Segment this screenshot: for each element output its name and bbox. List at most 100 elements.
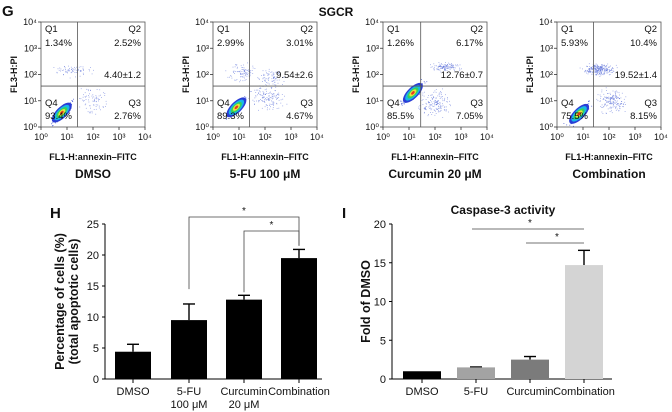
event-dot <box>603 106 604 107</box>
event-dot <box>591 69 593 70</box>
event-dot <box>278 79 280 81</box>
event-dot <box>65 70 67 72</box>
event-dot <box>274 84 276 86</box>
event-dot <box>451 65 453 66</box>
event-dot <box>615 94 616 96</box>
event-dot <box>602 99 604 100</box>
event-dot <box>453 64 454 66</box>
event-dot <box>84 92 86 94</box>
event-dot <box>602 67 604 68</box>
event-dot <box>281 94 283 95</box>
event-dot <box>243 69 245 71</box>
event-dot <box>277 71 278 73</box>
q3-label: Q3 <box>470 98 483 109</box>
event-dot <box>259 100 260 102</box>
event-dot <box>589 100 590 102</box>
event-dot <box>588 72 590 73</box>
event-dot <box>588 63 590 65</box>
event-dot <box>89 111 91 113</box>
event-dot <box>274 81 276 83</box>
significance-star: * <box>270 220 274 231</box>
event-dot <box>268 83 270 85</box>
event-dot <box>82 66 84 68</box>
event-dot <box>401 102 403 104</box>
event-dot <box>246 73 248 74</box>
event-dot <box>615 64 617 66</box>
event-dot <box>425 99 427 100</box>
event-dot <box>262 97 264 99</box>
event-dot <box>582 68 583 70</box>
density-contour <box>60 110 64 115</box>
event-dot <box>242 67 244 68</box>
event-dot <box>447 64 448 65</box>
event-dot <box>612 72 613 73</box>
event-dot <box>590 72 592 73</box>
event-dot <box>431 94 433 96</box>
event-dot <box>607 71 609 73</box>
event-dot <box>446 101 448 102</box>
event-dot <box>272 108 274 110</box>
event-dot <box>589 69 591 71</box>
event-dot <box>236 67 238 69</box>
event-dot <box>82 96 84 98</box>
event-dot <box>618 110 620 112</box>
event-dot <box>67 72 68 74</box>
event-dot <box>251 70 253 71</box>
event-dot <box>449 63 451 65</box>
y-tick-label: 10⁰ <box>195 122 209 132</box>
event-dot <box>258 79 260 80</box>
event-dot <box>237 66 238 68</box>
event-dot <box>226 118 228 119</box>
event-dot <box>439 102 441 104</box>
event-dot <box>621 92 623 94</box>
q1-label: Q1 <box>217 24 230 35</box>
event-dot <box>271 94 273 96</box>
event-dot <box>602 74 604 76</box>
x-axis-label: FL1-H:annexin–FITC <box>565 152 653 162</box>
x-axis-label: FL1-H:annexin–FITC <box>391 152 479 162</box>
event-dot <box>430 107 431 109</box>
event-dot <box>613 97 615 99</box>
event-dot <box>275 84 277 86</box>
event-dot <box>264 78 266 80</box>
event-dot <box>248 69 250 70</box>
event-dot <box>610 106 611 108</box>
event-dot <box>266 104 267 106</box>
event-dot <box>455 65 457 67</box>
event-dot <box>600 97 601 99</box>
event-dot <box>625 96 627 98</box>
event-dot <box>604 96 606 98</box>
x-tick-label: 10⁴ <box>138 132 152 142</box>
event-dot <box>439 69 441 71</box>
event-dot <box>425 102 427 104</box>
event-dot <box>439 95 440 97</box>
event-dot <box>271 78 273 80</box>
event-dot <box>254 103 255 105</box>
event-dot <box>272 104 274 105</box>
event-dot <box>454 69 455 71</box>
event-dot <box>236 79 238 80</box>
event-dot <box>268 99 269 101</box>
event-dot <box>597 71 598 73</box>
event-dot <box>614 98 615 100</box>
event-dot <box>241 71 243 72</box>
event-dot <box>612 70 614 72</box>
event-dot <box>612 98 613 100</box>
y-tick-label: 10¹ <box>366 96 379 106</box>
event-dot <box>589 66 591 67</box>
event-dot <box>604 66 606 68</box>
event-dot <box>88 101 90 103</box>
event-dot <box>610 97 612 99</box>
event-dot <box>77 70 79 71</box>
event-dot <box>72 101 74 102</box>
event-dot <box>597 66 599 67</box>
event-dot <box>88 69 90 70</box>
event-dot <box>433 101 435 102</box>
event-dot <box>615 107 616 109</box>
event-dot <box>599 68 601 70</box>
y-tick-label: 10⁰ <box>539 122 553 132</box>
event-dot <box>599 73 601 74</box>
event-dot <box>69 70 71 72</box>
event-dot <box>436 68 438 70</box>
event-dot <box>266 97 268 98</box>
